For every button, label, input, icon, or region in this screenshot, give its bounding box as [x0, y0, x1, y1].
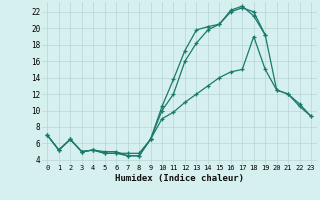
X-axis label: Humidex (Indice chaleur): Humidex (Indice chaleur) [115, 174, 244, 183]
